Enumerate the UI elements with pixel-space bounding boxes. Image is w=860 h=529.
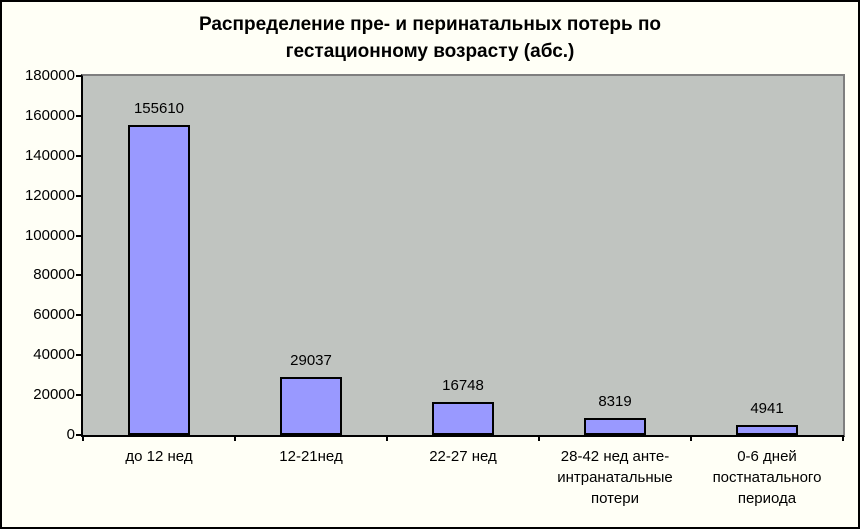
x-axis-category-label: до 12 нед [125,448,193,465]
chart-title: Распределение пре- и перинатальных потер… [2,11,858,65]
y-axis-label: 20000 [33,386,75,404]
bar [432,401,494,435]
bar [280,377,342,435]
y-axis-label: 100000 [24,226,75,244]
x-axis-tick [234,435,236,441]
chart-title-line-2: гестационному возрасту (абс.) [285,41,575,62]
bar [736,425,798,435]
bar [128,124,190,435]
bar-value-label: 8319 [598,393,632,411]
x-axis-tick [842,435,844,441]
y-axis-label: 60000 [33,306,75,324]
y-axis-label: 140000 [24,146,75,164]
y-axis-label: 40000 [33,346,75,364]
y-axis-tick [76,434,82,436]
plot-area [81,74,845,437]
bar-value-label: 29037 [290,352,332,370]
x-axis-category-label: 22-27 нед [429,448,497,465]
y-axis-tick [76,154,82,157]
chart-title-line-1: Распределение пре- и перинатальных потер… [198,14,662,35]
y-axis-tick [76,75,82,77]
bar-value-label: 155610 [133,99,185,117]
y-axis-label: 120000 [24,186,75,204]
y-axis-tick [76,394,82,397]
y-axis-label: 0 [66,426,75,443]
y-axis-tick [76,234,82,237]
x-axis-tick [386,435,388,441]
x-axis-tick [538,435,540,441]
y-axis-tick [76,354,82,357]
bar-value-label: 4941 [750,400,784,418]
x-axis-category-label: 0-6 дней постнатального периода [712,448,822,507]
y-axis-tick [76,114,82,117]
y-axis-tick [76,194,82,197]
x-axis-category-label: 12-21нед [279,448,343,465]
y-axis-label: 180000 [24,67,75,84]
x-axis-tick [690,435,692,441]
x-axis-category-label: 28-42 нед анте- интранатальные потери [557,448,673,507]
y-axis-tick [76,274,82,277]
y-axis-tick [76,314,82,317]
bar-value-label: 16748 [442,376,484,394]
y-axis-label: 80000 [33,266,75,284]
y-axis-label: 160000 [24,106,75,124]
bar [584,418,646,435]
x-axis-tick [82,435,84,441]
